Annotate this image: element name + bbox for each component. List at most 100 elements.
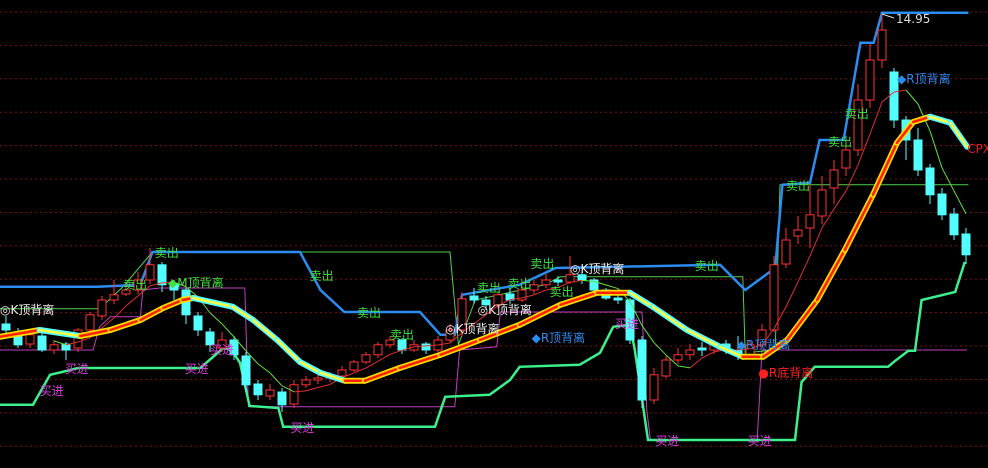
short-ma-segment	[533, 289, 547, 296]
short-ma-segment	[377, 353, 391, 362]
candle-up	[385, 339, 395, 346]
short-ma-segment	[749, 344, 763, 350]
candle-up	[301, 379, 311, 386]
short-ma-segment	[677, 365, 691, 369]
short-ma-segment	[353, 367, 367, 374]
annotation-buy: 买进	[185, 362, 209, 376]
candle-down	[697, 347, 707, 351]
short-ma-segment	[545, 286, 559, 291]
candle-up	[853, 99, 863, 151]
short-ma-segment	[317, 383, 331, 389]
short-ma-segment	[53, 340, 67, 346]
candle-up	[25, 334, 35, 345]
short-ma-segment	[269, 372, 283, 387]
candle-up	[85, 314, 95, 331]
short-ma-segment	[401, 346, 415, 351]
annotation-cpx: CPX	[967, 142, 988, 156]
trend-ma-inner	[398, 353, 442, 370]
max-price-pointer	[881, 13, 895, 19]
candle-up	[661, 359, 671, 377]
candle-down	[229, 339, 239, 356]
short-ma-segment	[509, 297, 523, 301]
candle-down	[157, 264, 167, 286]
candle-down	[205, 331, 215, 346]
short-ma-segment	[569, 279, 583, 283]
short-ma-segment	[341, 372, 355, 378]
short-ma-segment	[101, 317, 115, 329]
short-ma-segment	[929, 130, 943, 169]
candle-up	[349, 361, 359, 371]
short-ma-segment	[581, 279, 595, 282]
candle-up	[817, 189, 827, 217]
short-ma-segment	[233, 336, 247, 352]
annotation-r_top: ◆R顶背离	[532, 330, 586, 345]
trend-ma-inner	[251, 318, 279, 342]
candle-up	[517, 289, 527, 301]
trend-ma-inner	[0, 328, 41, 339]
candle-up	[805, 214, 815, 229]
short-ma-segment	[845, 164, 859, 192]
candle-down	[589, 279, 599, 291]
annotation-sell: 卖出	[845, 107, 869, 121]
candle-up	[541, 279, 551, 286]
short-ma-segment	[113, 305, 127, 319]
candle-down	[241, 355, 251, 386]
short-ma-segment	[857, 133, 871, 166]
candle-up	[337, 369, 347, 377]
max-price-label: 14.95	[896, 12, 930, 26]
annotation-sell: 卖出	[695, 259, 719, 273]
candle-up	[673, 354, 683, 361]
candle-down	[1, 323, 11, 331]
annotation-buy: 买进	[655, 434, 679, 448]
trend-ma-inner	[761, 338, 789, 359]
trend-ma-inner	[895, 120, 915, 145]
candle-up	[685, 349, 695, 356]
annotation-buy: 买进	[748, 434, 772, 448]
short-ma-segment	[77, 337, 91, 343]
candle-up	[445, 329, 455, 341]
short-ma-segment	[941, 167, 955, 192]
candle-up	[49, 344, 59, 351]
candle-up	[769, 264, 779, 331]
annotation-sell: 卖出	[357, 306, 381, 320]
short-ma-segment	[437, 342, 451, 346]
short-ma-segment	[161, 281, 175, 284]
trend-ma-inner	[628, 291, 655, 309]
short-ma-segment	[305, 387, 319, 392]
short-ma-segment	[761, 328, 775, 346]
trend-ma-inner	[38, 328, 82, 338]
trend-ma-inner	[231, 305, 255, 322]
candle-down	[469, 295, 479, 301]
trend-ma-inner	[718, 345, 745, 359]
candle-up	[217, 339, 227, 349]
candle-up	[145, 264, 155, 281]
short-ma-segment	[521, 294, 535, 299]
candle-up	[793, 229, 803, 237]
candle-up	[97, 299, 107, 317]
annotation-sell: ◆M顶背离	[168, 275, 224, 290]
candle-down	[937, 193, 947, 216]
candle-down	[577, 274, 587, 281]
trend-ma-inner	[275, 338, 302, 364]
short-ma-segment	[389, 349, 403, 355]
short-ma-segment	[593, 280, 607, 286]
short-ma-segment	[641, 325, 655, 343]
annotation-buy: 买进	[210, 343, 234, 357]
candle-down	[61, 343, 71, 351]
annotation-sell: 卖出	[310, 269, 334, 283]
trend-ma-inner	[109, 318, 142, 332]
short-ma-segment	[413, 345, 427, 348]
short-ma-segment	[149, 282, 163, 287]
short-ma-segment	[293, 390, 307, 393]
candle-up	[829, 169, 839, 189]
annotation-sell: 卖出	[828, 135, 852, 149]
annotation-k: ◎K顶背离	[445, 321, 499, 336]
trend-ma	[0, 113, 971, 384]
short-ma-segment	[173, 281, 187, 288]
candle-down	[961, 233, 971, 256]
annotation-sell: 卖出	[123, 278, 147, 292]
candle-down	[193, 315, 203, 331]
annotation-sell: 卖出	[390, 328, 414, 342]
